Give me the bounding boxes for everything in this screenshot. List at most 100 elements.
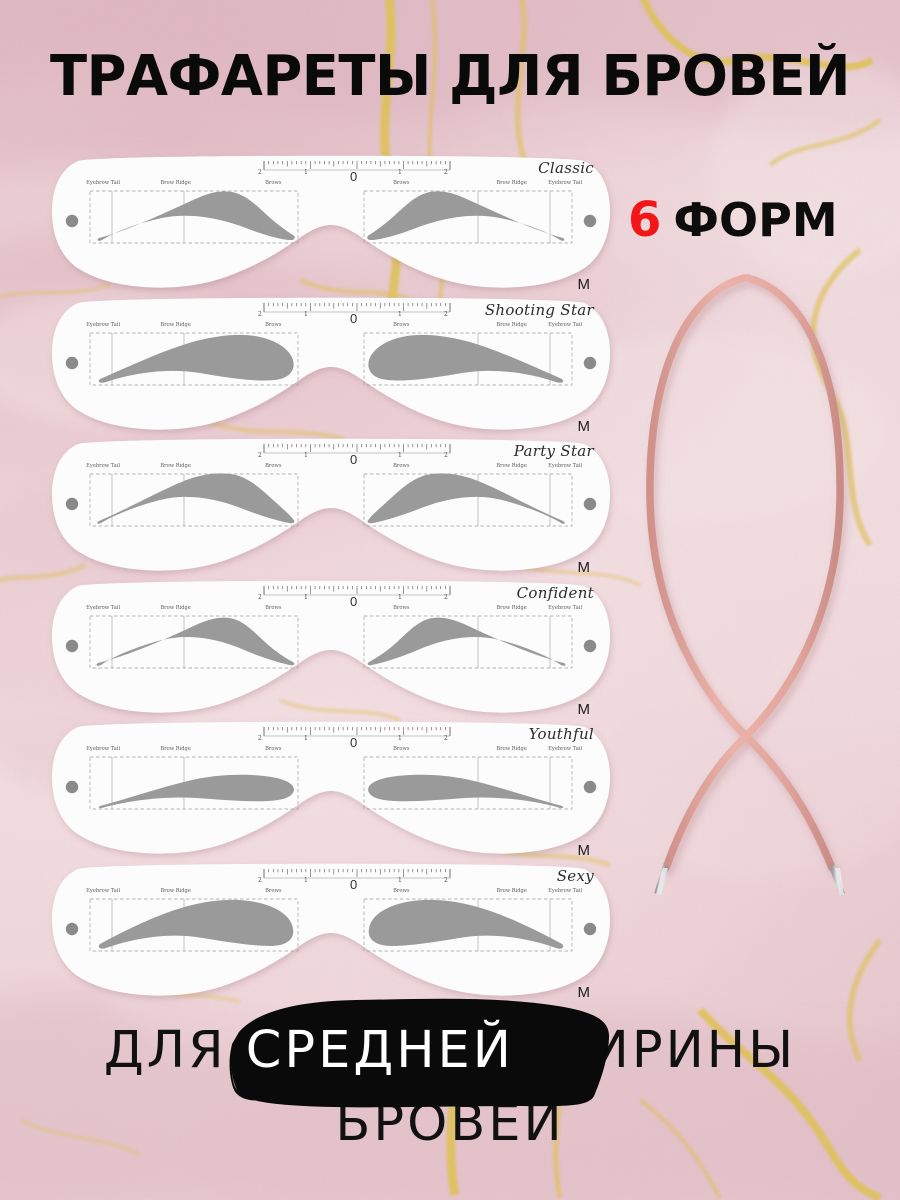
label-brows-right: Brows: [393, 322, 410, 329]
ruler-tick-1-left: 1: [304, 594, 308, 601]
label-eyebrow-tail-right: Eyebrow Tail: [548, 180, 583, 187]
stencil-ruler: [263, 444, 451, 454]
stencil-name: Youthful: [528, 725, 594, 743]
label-brows-right: Brows: [393, 180, 410, 187]
ruler-tick-zero: 0: [350, 452, 358, 467]
stencil-guide-boxes: [89, 615, 573, 669]
stencil-hole-left: [65, 497, 79, 511]
ruler-tick-zero: 0: [350, 169, 358, 184]
stencil-hole-right: [583, 497, 597, 511]
forms-count-number: 6: [628, 192, 662, 248]
stencil-guide-boxes: [89, 756, 573, 810]
brow-shape-left: [97, 473, 295, 524]
label-eyebrow-tail-left: Eyebrow Tail: [86, 746, 121, 753]
stencil-card[interactable]: 2 1 0 1 2 Eyebrow Tail Brow Ridge Brows …: [50, 297, 612, 439]
label-eyebrow-tail-left: Eyebrow Tail: [86, 180, 121, 187]
stencil-card[interactable]: 2 1 0 1 2 Eyebrow Tail Brow Ridge Brows …: [50, 580, 612, 722]
ruler-tick-1-right: 1: [398, 169, 402, 176]
label-brows-right: Brows: [393, 888, 410, 895]
label-brow-ridge-right: Brow Ridge: [496, 180, 527, 187]
brow-shape-left: [98, 774, 294, 809]
stencil-body: [52, 721, 610, 854]
stencil-size-marking: M: [577, 842, 591, 859]
stencil-guide-boxes: [89, 190, 573, 244]
ruler-tick-2-right: 2: [444, 311, 448, 318]
label-eyebrow-tail-left: Eyebrow Tail: [86, 888, 121, 895]
brow-shape-left: [96, 617, 295, 666]
brush-highlight-shape: [229, 998, 609, 1108]
stencil-card[interactable]: 2 1 0 1 2 Eyebrow Tail Brow Ridge Brows …: [50, 721, 612, 863]
ruler-tick-2-left: 2: [258, 594, 262, 601]
ruler-tick-2-left: 2: [258, 877, 262, 884]
brow-shape-right: [368, 334, 564, 383]
label-brow-ridge-left: Brow Ridge: [160, 322, 191, 329]
label-brow-ridge-left: Brow Ridge: [160, 746, 191, 753]
stencil-hole-right: [583, 639, 597, 653]
label-brow-ridge-right: Brow Ridge: [496, 322, 527, 329]
label-brow-ridge-right: Brow Ridge: [496, 605, 527, 612]
stencil-hole-right: [583, 922, 597, 936]
footer-line-1: ДЛЯ СРЕДНЕЙ ШИРИНЫ: [0, 998, 900, 1108]
brow-shape-right: [367, 191, 565, 241]
label-eyebrow-tail-right: Eyebrow Tail: [548, 888, 583, 895]
ruler-tick-1-right: 1: [398, 594, 402, 601]
label-brows-left: Brows: [265, 463, 282, 470]
stencil-body: [52, 580, 610, 713]
ruler-tick-2-right: 2: [444, 877, 448, 884]
stencil-ruler: [263, 869, 451, 879]
label-eyebrow-tail-right: Eyebrow Tail: [548, 322, 583, 329]
label-eyebrow-tail-right: Eyebrow Tail: [548, 746, 583, 753]
stencil-name: Sexy: [556, 867, 594, 885]
ruler-tick-2-left: 2: [258, 169, 262, 176]
label-brow-ridge-right: Brow Ridge: [496, 463, 527, 470]
stencil-card[interactable]: 2 1 0 1 2 Eyebrow Tail Brow Ridge Brows …: [50, 863, 612, 1005]
ruler-tick-1-left: 1: [304, 452, 308, 459]
stencil-size-marking: M: [577, 701, 591, 718]
label-brows-right: Brows: [393, 746, 410, 753]
label-brow-ridge-right: Brow Ridge: [496, 888, 527, 895]
stencil-name: Classic: [538, 159, 594, 177]
stencil-card[interactable]: 2 1 0 1 2 Eyebrow Tail Brow Ridge Brows …: [50, 438, 612, 580]
brow-shape-right: [367, 617, 566, 666]
footer-highlight-wrap: СРЕДНЕЙ: [229, 998, 609, 1108]
ruler-tick-zero: 0: [350, 735, 358, 750]
label-brows-left: Brows: [265, 180, 282, 187]
page-title: ТРАФАРЕТЫ ДЛЯ БРОВЕЙ: [50, 44, 850, 109]
stencil-ruler: [263, 727, 451, 737]
ruler-tick-2-right: 2: [444, 735, 448, 742]
stencil-size-marking: M: [577, 984, 591, 1001]
ruler-tick-zero: 0: [350, 311, 358, 326]
footer-caption: ДЛЯ СРЕДНЕЙ ШИРИНЫ БРОВЕЙ: [0, 998, 900, 1153]
stencil-ruler: [263, 586, 451, 596]
label-brow-ridge-right: Brow Ridge: [496, 746, 527, 753]
brow-shape-left: [97, 191, 295, 241]
stencil-size-marking: M: [577, 276, 591, 293]
label-brow-ridge-left: Brow Ridge: [160, 180, 191, 187]
brow-shape-left: [98, 334, 294, 383]
stencil-hole-right: [583, 780, 597, 794]
forms-count-label: ФОРМ: [673, 193, 838, 247]
ruler-tick-1-right: 1: [398, 452, 402, 459]
label-eyebrow-tail-right: Eyebrow Tail: [548, 463, 583, 470]
label-brows-right: Brows: [393, 605, 410, 612]
label-eyebrow-tail-left: Eyebrow Tail: [86, 605, 121, 612]
footer-highlight-text: СРЕДНЕЙ: [245, 1021, 514, 1080]
stencil-size-marking: M: [577, 418, 591, 435]
ruler-tick-1-left: 1: [304, 877, 308, 884]
stencil-body: [52, 863, 610, 996]
stencil-hole-left: [65, 922, 79, 936]
label-eyebrow-tail-left: Eyebrow Tail: [86, 463, 121, 470]
brow-shape-right: [368, 899, 564, 949]
forms-count-badge: 6 ФОРМ: [628, 192, 838, 248]
ruler-tick-1-left: 1: [304, 735, 308, 742]
label-brow-ridge-left: Brow Ridge: [160, 888, 191, 895]
stencil-hole-left: [65, 639, 79, 653]
label-brows-left: Brows: [265, 746, 282, 753]
stencil-body: [52, 155, 610, 288]
ruler-tick-zero: 0: [350, 877, 358, 892]
stencil-name: Confident: [516, 584, 594, 602]
stencil-ruler: [263, 161, 451, 171]
stencil-card[interactable]: 2 1 0 1 2 Eyebrow Tail Brow Ridge Brows …: [50, 155, 612, 297]
stencil-hole-left: [65, 780, 79, 794]
label-brows-left: Brows: [265, 605, 282, 612]
